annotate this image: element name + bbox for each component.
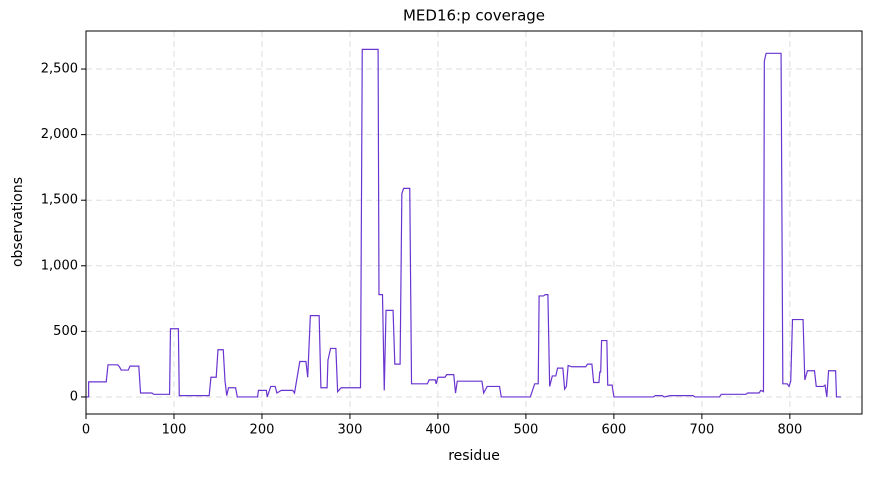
y-tick-label: 1,500 <box>41 193 78 208</box>
y-tick-label: 0 <box>70 389 78 404</box>
x-tick-label: 100 <box>162 423 187 438</box>
x-tick-label: 700 <box>689 423 714 438</box>
x-tick-label: 600 <box>601 423 626 438</box>
y-tick-label: 500 <box>53 324 78 339</box>
x-tick-label: 300 <box>338 423 363 438</box>
y-tick-label: 2,000 <box>41 127 78 142</box>
y-axis-label: observations <box>10 177 26 267</box>
plot-frame <box>85 30 863 415</box>
y-tick-label: 1,000 <box>41 258 78 273</box>
x-tick-label: 0 <box>82 423 90 438</box>
x-tick-label: 400 <box>426 423 451 438</box>
data-line <box>86 48 841 398</box>
y-tick-label: 2,500 <box>41 62 78 77</box>
x-axis-label: residue <box>448 448 500 464</box>
x-tick-label: 200 <box>250 423 275 438</box>
x-tick-label: 800 <box>777 423 802 438</box>
chart-title: MED16:p coverage <box>403 7 545 25</box>
x-tick-label: 500 <box>513 423 538 438</box>
